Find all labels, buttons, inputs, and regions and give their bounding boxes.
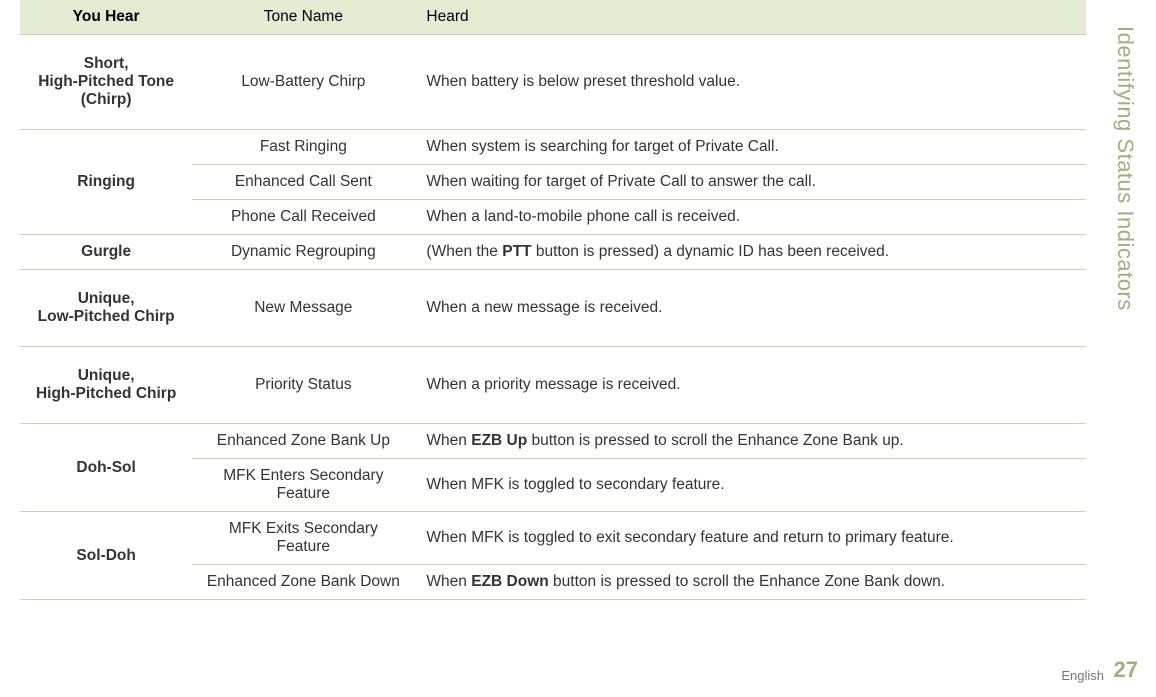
cell-tonename: Enhanced Call Sent (192, 165, 414, 200)
cell-heard: When a land-to-mobile phone call is rece… (414, 200, 1086, 235)
cell-tonename: MFK Exits Secondary Feature (192, 512, 414, 565)
cell-youhear: Unique,High-Pitched Chirp (20, 347, 192, 424)
cell-heard: When MFK is toggled to secondary feature… (414, 459, 1086, 512)
page-number: 27 (1114, 657, 1138, 683)
cell-tonename: Fast Ringing (192, 130, 414, 165)
language-label: English (1061, 668, 1104, 683)
table-row: RingingFast RingingWhen system is search… (20, 130, 1086, 165)
cell-heard: When EZB Down button is pressed to scrol… (414, 565, 1086, 600)
table-row: Unique,Low-Pitched ChirpNew MessageWhen … (20, 270, 1086, 347)
cell-tonename: New Message (192, 270, 414, 347)
table-row: Unique,High-Pitched ChirpPriority Status… (20, 347, 1086, 424)
document-page: Identifying Status Indicators 27 English… (0, 0, 1156, 697)
cell-youhear: Sol-Doh (20, 512, 192, 600)
cell-tonename: MFK Enters Secondary Feature (192, 459, 414, 512)
cell-heard: (When the PTT button is pressed) a dynam… (414, 235, 1086, 270)
cell-heard: When MFK is toggled to exit secondary fe… (414, 512, 1086, 565)
col-header-heard: Heard (414, 0, 1086, 35)
cell-tonename: Dynamic Regrouping (192, 235, 414, 270)
cell-youhear: Ringing (20, 130, 192, 235)
tones-table: You Hear Tone Name Heard Short,High-Pitc… (20, 0, 1086, 600)
cell-heard: When EZB Up button is pressed to scroll … (414, 424, 1086, 459)
cell-tonename: Low-Battery Chirp (192, 35, 414, 130)
col-header-youhear: You Hear (20, 0, 192, 35)
cell-youhear: Short,High-Pitched Tone (Chirp) (20, 35, 192, 130)
cell-heard: When a new message is received. (414, 270, 1086, 347)
cell-heard: When battery is below preset threshold v… (414, 35, 1086, 130)
cell-tonename: Phone Call Received (192, 200, 414, 235)
table-body: Short,High-Pitched Tone (Chirp)Low-Batte… (20, 35, 1086, 600)
cell-youhear: Gurgle (20, 235, 192, 270)
cell-tonename: Priority Status (192, 347, 414, 424)
table-row: Doh-SolEnhanced Zone Bank UpWhen EZB Up … (20, 424, 1086, 459)
cell-heard: When system is searching for target of P… (414, 130, 1086, 165)
table-row: GurgleDynamic Regrouping(When the PTT bu… (20, 235, 1086, 270)
table-row: Sol-DohMFK Exits Secondary FeatureWhen M… (20, 512, 1086, 565)
cell-youhear: Unique,Low-Pitched Chirp (20, 270, 192, 347)
cell-youhear: Doh-Sol (20, 424, 192, 512)
cell-tonename: Enhanced Zone Bank Down (192, 565, 414, 600)
cell-tonename: Enhanced Zone Bank Up (192, 424, 414, 459)
cell-heard: When a priority message is received. (414, 347, 1086, 424)
side-tab-title: Identifying Status Indicators (1112, 26, 1138, 311)
col-header-tonename: Tone Name (192, 0, 414, 35)
table-row: Short,High-Pitched Tone (Chirp)Low-Batte… (20, 35, 1086, 130)
cell-heard: When waiting for target of Private Call … (414, 165, 1086, 200)
table-header-row: You Hear Tone Name Heard (20, 0, 1086, 35)
